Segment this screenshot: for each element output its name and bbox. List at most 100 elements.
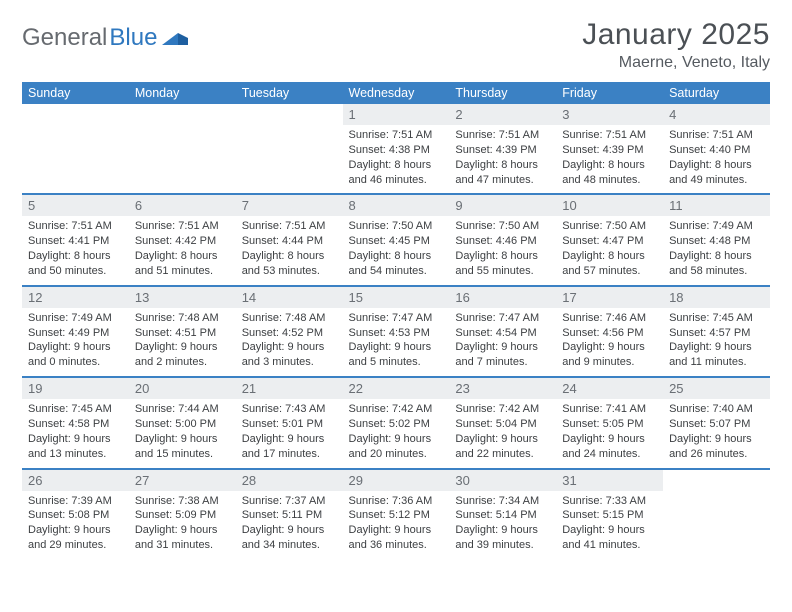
weekday-header: Sunday: [22, 82, 129, 104]
calendar-head: SundayMondayTuesdayWednesdayThursdayFrid…: [22, 82, 770, 104]
day-details: Sunrise: 7:48 AMSunset: 4:51 PMDaylight:…: [129, 308, 236, 376]
day-number: 6: [129, 195, 236, 216]
calendar-cell: 14Sunrise: 7:48 AMSunset: 4:52 PMDayligh…: [236, 286, 343, 377]
day-details: Sunrise: 7:50 AMSunset: 4:45 PMDaylight:…: [343, 216, 450, 284]
calendar-cell: 25Sunrise: 7:40 AMSunset: 5:07 PMDayligh…: [663, 377, 770, 468]
day-details: Sunrise: 7:47 AMSunset: 4:54 PMDaylight:…: [449, 308, 556, 376]
weekday-header: Monday: [129, 82, 236, 104]
calendar-cell: 24Sunrise: 7:41 AMSunset: 5:05 PMDayligh…: [556, 377, 663, 468]
calendar-cell: 10Sunrise: 7:50 AMSunset: 4:47 PMDayligh…: [556, 194, 663, 285]
calendar-cell: 5Sunrise: 7:51 AMSunset: 4:41 PMDaylight…: [22, 194, 129, 285]
day-number: 29: [343, 470, 450, 491]
day-details: Sunrise: 7:51 AMSunset: 4:39 PMDaylight:…: [556, 125, 663, 193]
day-details: Sunrise: 7:36 AMSunset: 5:12 PMDaylight:…: [343, 491, 450, 559]
calendar-cell: 15Sunrise: 7:47 AMSunset: 4:53 PMDayligh…: [343, 286, 450, 377]
day-number: 25: [663, 378, 770, 399]
calendar-table: SundayMondayTuesdayWednesdayThursdayFrid…: [22, 82, 770, 559]
day-details: Sunrise: 7:51 AMSunset: 4:39 PMDaylight:…: [449, 125, 556, 193]
calendar-cell: 8Sunrise: 7:50 AMSunset: 4:45 PMDaylight…: [343, 194, 450, 285]
day-number: 24: [556, 378, 663, 399]
day-number: 21: [236, 378, 343, 399]
day-details: Sunrise: 7:39 AMSunset: 5:08 PMDaylight:…: [22, 491, 129, 559]
day-details: Sunrise: 7:45 AMSunset: 4:58 PMDaylight:…: [22, 399, 129, 467]
calendar-cell: 27Sunrise: 7:38 AMSunset: 5:09 PMDayligh…: [129, 469, 236, 559]
day-details: Sunrise: 7:51 AMSunset: 4:41 PMDaylight:…: [22, 216, 129, 284]
calendar-body: 1Sunrise: 7:51 AMSunset: 4:38 PMDaylight…: [22, 104, 770, 559]
calendar-week: 1Sunrise: 7:51 AMSunset: 4:38 PMDaylight…: [22, 104, 770, 194]
calendar-cell: 11Sunrise: 7:49 AMSunset: 4:48 PMDayligh…: [663, 194, 770, 285]
calendar-cell: 21Sunrise: 7:43 AMSunset: 5:01 PMDayligh…: [236, 377, 343, 468]
calendar-cell: 18Sunrise: 7:45 AMSunset: 4:57 PMDayligh…: [663, 286, 770, 377]
weekday-header: Saturday: [663, 82, 770, 104]
day-details: Sunrise: 7:37 AMSunset: 5:11 PMDaylight:…: [236, 491, 343, 559]
calendar-cell: 2Sunrise: 7:51 AMSunset: 4:39 PMDaylight…: [449, 104, 556, 194]
day-number: 10: [556, 195, 663, 216]
day-details: Sunrise: 7:44 AMSunset: 5:00 PMDaylight:…: [129, 399, 236, 467]
calendar-cell: 13Sunrise: 7:48 AMSunset: 4:51 PMDayligh…: [129, 286, 236, 377]
day-details: Sunrise: 7:34 AMSunset: 5:14 PMDaylight:…: [449, 491, 556, 559]
day-details: Sunrise: 7:48 AMSunset: 4:52 PMDaylight:…: [236, 308, 343, 376]
day-details: Sunrise: 7:40 AMSunset: 5:07 PMDaylight:…: [663, 399, 770, 467]
day-details: Sunrise: 7:33 AMSunset: 5:15 PMDaylight:…: [556, 491, 663, 559]
day-details: Sunrise: 7:51 AMSunset: 4:42 PMDaylight:…: [129, 216, 236, 284]
day-details: Sunrise: 7:51 AMSunset: 4:40 PMDaylight:…: [663, 125, 770, 193]
day-details: Sunrise: 7:50 AMSunset: 4:46 PMDaylight:…: [449, 216, 556, 284]
brand-part2: Blue: [109, 24, 157, 52]
day-number: 18: [663, 287, 770, 308]
calendar-week: 12Sunrise: 7:49 AMSunset: 4:49 PMDayligh…: [22, 286, 770, 377]
calendar-cell: 26Sunrise: 7:39 AMSunset: 5:08 PMDayligh…: [22, 469, 129, 559]
calendar-cell: [236, 104, 343, 194]
day-details: Sunrise: 7:51 AMSunset: 4:44 PMDaylight:…: [236, 216, 343, 284]
calendar-cell: 31Sunrise: 7:33 AMSunset: 5:15 PMDayligh…: [556, 469, 663, 559]
day-number: 23: [449, 378, 556, 399]
calendar-cell: 30Sunrise: 7:34 AMSunset: 5:14 PMDayligh…: [449, 469, 556, 559]
location-subtitle: Maerne, Veneto, Italy: [582, 54, 770, 72]
calendar-cell: [663, 469, 770, 559]
calendar-cell: 7Sunrise: 7:51 AMSunset: 4:44 PMDaylight…: [236, 194, 343, 285]
calendar-cell: 28Sunrise: 7:37 AMSunset: 5:11 PMDayligh…: [236, 469, 343, 559]
day-details: Sunrise: 7:50 AMSunset: 4:47 PMDaylight:…: [556, 216, 663, 284]
day-number: 9: [449, 195, 556, 216]
day-details: Sunrise: 7:38 AMSunset: 5:09 PMDaylight:…: [129, 491, 236, 559]
day-number: 7: [236, 195, 343, 216]
brand-part1: General: [22, 24, 107, 52]
calendar-week: 5Sunrise: 7:51 AMSunset: 4:41 PMDaylight…: [22, 194, 770, 285]
day-details: Sunrise: 7:43 AMSunset: 5:01 PMDaylight:…: [236, 399, 343, 467]
day-number: 5: [22, 195, 129, 216]
calendar-week: 19Sunrise: 7:45 AMSunset: 4:58 PMDayligh…: [22, 377, 770, 468]
day-number: 22: [343, 378, 450, 399]
day-number: 27: [129, 470, 236, 491]
day-number: 26: [22, 470, 129, 491]
day-details: Sunrise: 7:49 AMSunset: 4:48 PMDaylight:…: [663, 216, 770, 284]
calendar-cell: [129, 104, 236, 194]
calendar-cell: 23Sunrise: 7:42 AMSunset: 5:04 PMDayligh…: [449, 377, 556, 468]
day-number: 31: [556, 470, 663, 491]
day-number: 13: [129, 287, 236, 308]
day-number: 14: [236, 287, 343, 308]
calendar-cell: 1Sunrise: 7:51 AMSunset: 4:38 PMDaylight…: [343, 104, 450, 194]
day-details: Sunrise: 7:46 AMSunset: 4:56 PMDaylight:…: [556, 308, 663, 376]
calendar-cell: 29Sunrise: 7:36 AMSunset: 5:12 PMDayligh…: [343, 469, 450, 559]
day-number: 3: [556, 104, 663, 125]
calendar-cell: 3Sunrise: 7:51 AMSunset: 4:39 PMDaylight…: [556, 104, 663, 194]
brand-logo: GeneralBlue: [22, 18, 188, 52]
day-number: 1: [343, 104, 450, 125]
calendar-cell: 16Sunrise: 7:47 AMSunset: 4:54 PMDayligh…: [449, 286, 556, 377]
month-title: January 2025: [582, 18, 770, 52]
day-number: 28: [236, 470, 343, 491]
weekday-header: Friday: [556, 82, 663, 104]
day-number: 12: [22, 287, 129, 308]
weekday-header: Tuesday: [236, 82, 343, 104]
weekday-header: Wednesday: [343, 82, 450, 104]
day-number: 2: [449, 104, 556, 125]
day-details: Sunrise: 7:51 AMSunset: 4:38 PMDaylight:…: [343, 125, 450, 193]
day-number: 11: [663, 195, 770, 216]
day-number: 20: [129, 378, 236, 399]
calendar-cell: 17Sunrise: 7:46 AMSunset: 4:56 PMDayligh…: [556, 286, 663, 377]
calendar-cell: 12Sunrise: 7:49 AMSunset: 4:49 PMDayligh…: [22, 286, 129, 377]
calendar-cell: 22Sunrise: 7:42 AMSunset: 5:02 PMDayligh…: [343, 377, 450, 468]
calendar-week: 26Sunrise: 7:39 AMSunset: 5:08 PMDayligh…: [22, 469, 770, 559]
day-details: Sunrise: 7:49 AMSunset: 4:49 PMDaylight:…: [22, 308, 129, 376]
day-number: 17: [556, 287, 663, 308]
day-number: 30: [449, 470, 556, 491]
